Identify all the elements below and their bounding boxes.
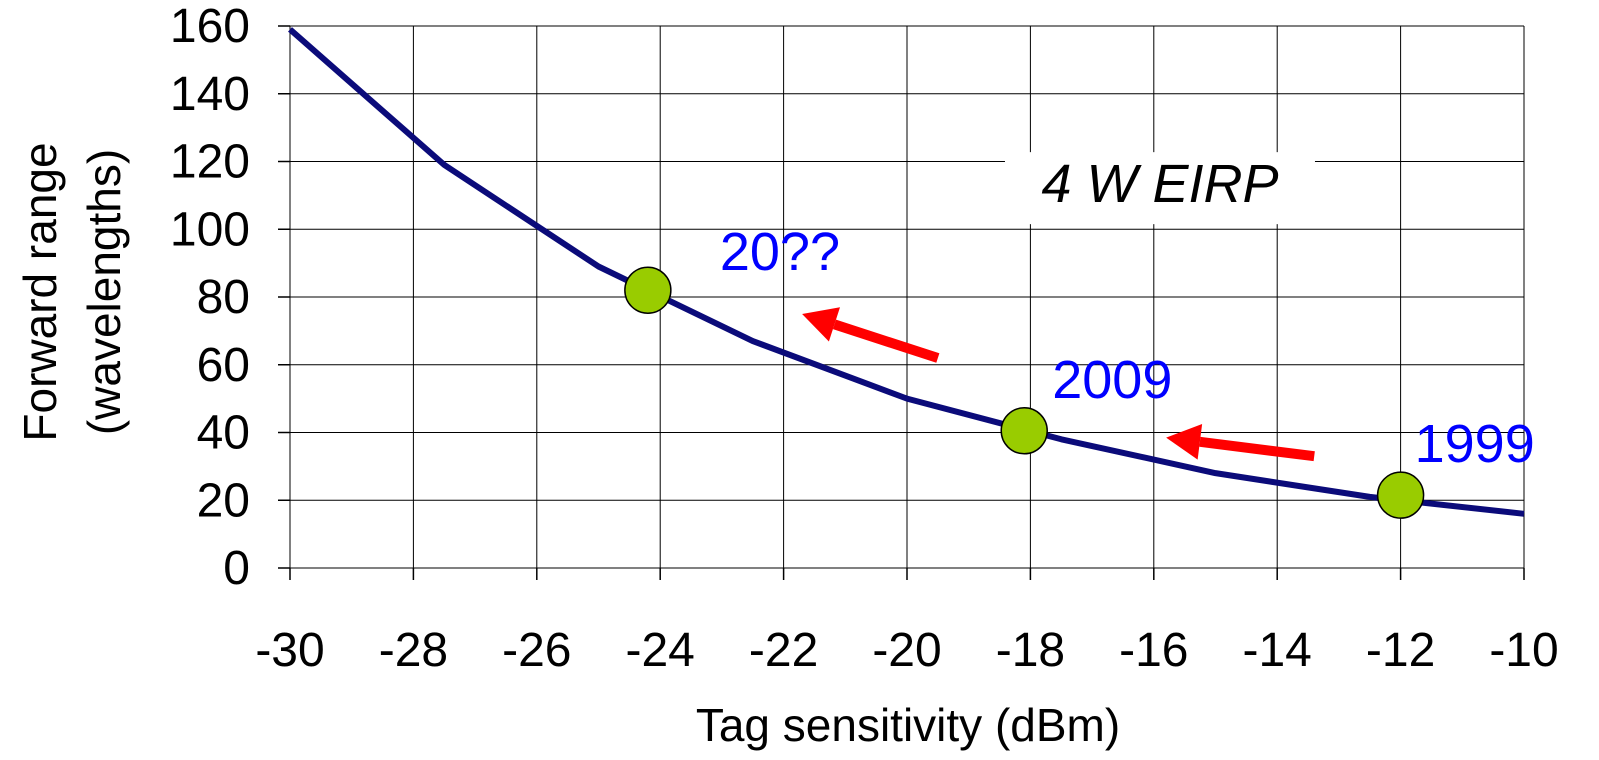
data-marker xyxy=(1376,471,1425,519)
x-tick-label: -26 xyxy=(502,624,571,677)
y-tick-label: 140 xyxy=(170,68,250,121)
y-tick-label: 100 xyxy=(170,203,250,256)
trend-arrow-head xyxy=(1166,423,1203,460)
y-tick-label: 20 xyxy=(197,474,250,527)
x-tick-label: -24 xyxy=(626,624,695,677)
axis-layer: -30 -28 -26 -24 -22 -20 -18 -16 -14 -12 -10 0 20 40 60… xyxy=(170,0,1559,677)
year-label: 2009 xyxy=(1052,350,1172,410)
grid-layer xyxy=(289,25,1525,569)
x-tick-label: -22 xyxy=(749,624,818,677)
trend-arrow-shaft xyxy=(832,319,940,363)
x-tick-label: -12 xyxy=(1366,624,1435,677)
data-marker xyxy=(624,266,672,314)
trend-arrow-head xyxy=(802,307,841,342)
x-axis-title: Tag sensitivity (dBm) xyxy=(696,699,1120,751)
year-label: 1999 xyxy=(1415,414,1535,474)
y-axis-title-line-2: (wavelengths) xyxy=(78,149,130,435)
data-marker xyxy=(1000,407,1048,455)
y-tick-label: 0 xyxy=(223,542,250,595)
eirp-label-background xyxy=(1004,152,1315,225)
x-tick-label: -16 xyxy=(1119,624,1188,677)
x-tick-label: -14 xyxy=(1243,624,1312,677)
marker-layer: 20?? 2009 1999 xyxy=(624,222,1535,519)
year-label: 20?? xyxy=(720,222,840,282)
series-layer xyxy=(288,27,1525,517)
forward-range-line xyxy=(288,27,1525,517)
y-tick-label: 160 xyxy=(170,0,250,53)
y-tick-label: 40 xyxy=(197,407,250,460)
x-tick-label: -20 xyxy=(872,624,941,677)
y-tick-label: 120 xyxy=(170,136,250,189)
annotation-layer: 4 W EIRP xyxy=(802,152,1315,462)
y-tick-label: 80 xyxy=(197,271,250,324)
label-layer: Tag sensitivity (dBm) Forward range (wav… xyxy=(14,142,1120,751)
y-axis-title-line-1: Forward range xyxy=(14,142,66,441)
trend-arrow-shaft xyxy=(1199,436,1315,462)
y-tick-label: 60 xyxy=(197,339,250,392)
x-tick-label: -28 xyxy=(379,624,448,677)
x-tick-label: -10 xyxy=(1489,624,1558,677)
eirp-label: 4 W EIRP xyxy=(1041,154,1278,214)
x-tick-label: -30 xyxy=(255,624,324,677)
x-tick-label: -18 xyxy=(996,624,1065,677)
